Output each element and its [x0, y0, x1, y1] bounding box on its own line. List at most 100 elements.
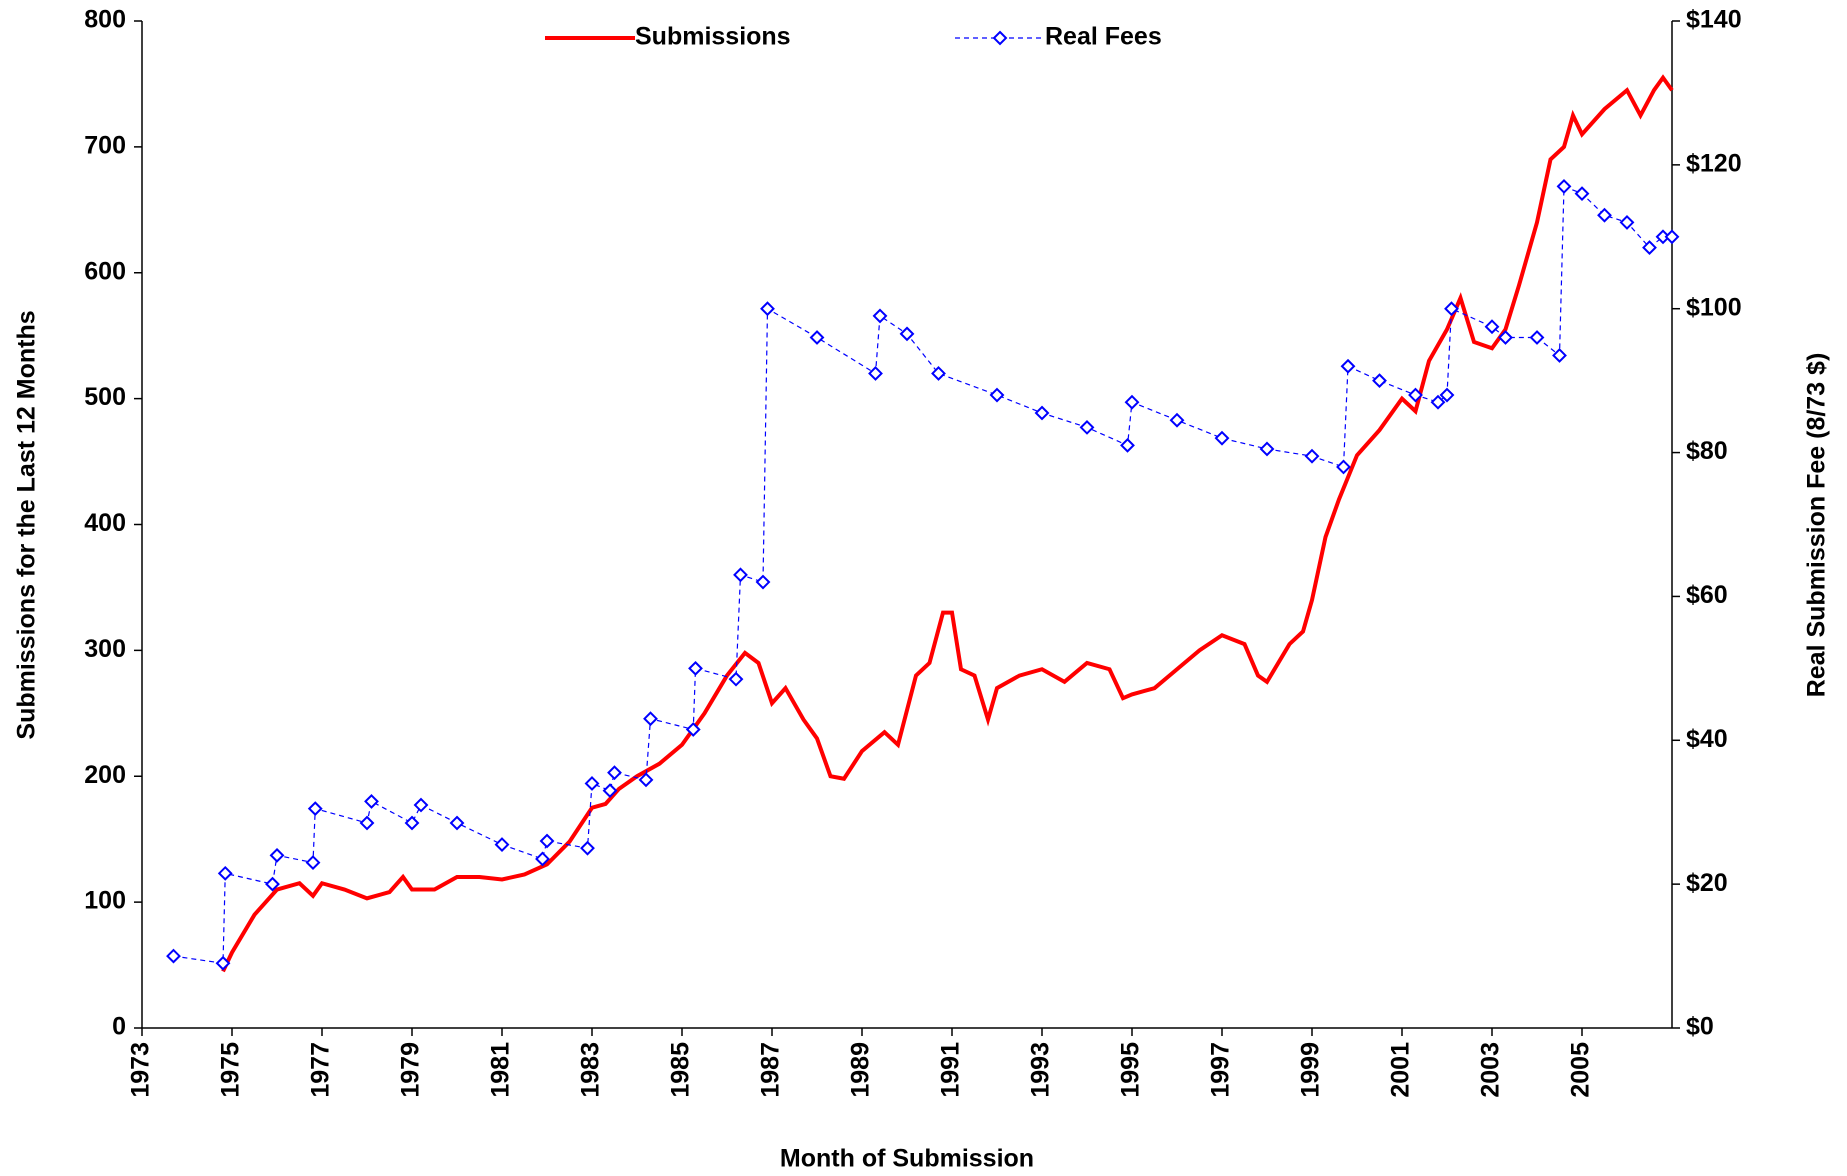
y-axis-title: Submissions for the Last 12 Months — [13, 310, 41, 739]
y-tick-label: 400 — [84, 509, 126, 537]
fee-marker — [899, 326, 915, 342]
x-tick-label: 1985 — [667, 1042, 695, 1098]
fee-marker — [1340, 358, 1356, 374]
fee-marker — [1304, 448, 1320, 464]
y-tick-label: 600 — [84, 257, 126, 285]
fee-marker — [305, 855, 321, 870]
y-tick-label: 200 — [84, 761, 126, 789]
fee-marker — [868, 366, 883, 381]
y2-tick-label: $60 — [1686, 581, 1728, 609]
series-line — [173, 185, 1672, 964]
fee-marker — [760, 301, 775, 317]
x-tick-label: 1999 — [1297, 1042, 1325, 1098]
fee-marker — [607, 765, 622, 781]
fee-marker — [755, 574, 771, 590]
x-tick-label: 2005 — [1567, 1042, 1595, 1098]
fee-marker — [931, 366, 946, 381]
fee-marker — [1574, 186, 1590, 202]
y-tick-label: 700 — [84, 131, 126, 159]
y2-axis-title: Real Submission Fee (8/73 $) — [1803, 353, 1831, 698]
fee-marker — [1498, 330, 1513, 345]
y-tick-label: 100 — [84, 887, 126, 915]
fee-marker — [1079, 419, 1095, 435]
fee-marker — [638, 772, 654, 788]
fee-marker — [1430, 394, 1446, 410]
x-tick-label: 1981 — [487, 1042, 515, 1098]
x-tick-label: 1989 — [847, 1042, 875, 1098]
y-tick-label: 300 — [84, 635, 126, 663]
fee-marker — [413, 797, 429, 813]
fee-marker — [733, 567, 748, 583]
y2-tick-label: $0 — [1686, 1013, 1714, 1041]
fee-marker — [539, 833, 555, 849]
fee-marker — [1529, 330, 1545, 345]
x-tick-label: 1979 — [397, 1042, 425, 1098]
fee-marker — [643, 711, 658, 727]
fee-marker — [1372, 373, 1387, 389]
x-tick-label: 1973 — [127, 1042, 155, 1098]
fee-marker — [1484, 319, 1500, 335]
y2-tick-label: $120 — [1686, 149, 1742, 177]
x-tick-label: 1975 — [217, 1042, 245, 1098]
y-tick-label: 0 — [112, 1013, 126, 1041]
fee-marker — [1664, 229, 1680, 245]
y2-tick-label: $40 — [1686, 725, 1728, 753]
fee-marker — [1124, 394, 1140, 410]
fee-marker — [1439, 387, 1455, 403]
x-tick-label: 2003 — [1477, 1042, 1505, 1098]
y2-tick-label: $20 — [1686, 869, 1728, 897]
series-line — [221, 74, 1674, 973]
fee-marker — [1034, 405, 1050, 421]
fee-marker — [1444, 301, 1459, 317]
fee-marker — [809, 330, 825, 345]
fee-marker — [215, 955, 231, 971]
fee-marker — [1259, 441, 1275, 457]
fee-marker — [166, 948, 181, 964]
x-tick-label: 1987 — [757, 1042, 785, 1098]
fee-marker — [688, 660, 703, 676]
fee-marker — [449, 815, 465, 831]
legend-label: Real Fees — [1045, 23, 1162, 51]
x-tick-label: 1983 — [577, 1042, 605, 1098]
fee-marker — [1169, 412, 1185, 428]
fee-marker — [872, 308, 888, 324]
y2-tick-label: $140 — [1686, 6, 1742, 34]
y2-tick-label: $100 — [1686, 293, 1742, 321]
fee-marker — [1214, 430, 1230, 446]
x-axis-title: Month of Submission — [780, 1145, 1034, 1173]
x-tick-label: 1993 — [1027, 1042, 1055, 1098]
y2-tick-label: $80 — [1686, 437, 1728, 465]
x-tick-label: 1995 — [1117, 1042, 1145, 1098]
x-tick-label: 1991 — [937, 1042, 965, 1098]
fee-marker — [404, 815, 420, 831]
fee-marker — [602, 783, 618, 799]
legend-marker — [992, 30, 1008, 46]
x-tick-label: 2001 — [1387, 1042, 1415, 1098]
x-tick-label: 1997 — [1207, 1042, 1235, 1098]
fee-marker — [364, 794, 379, 809]
fee-marker — [1336, 459, 1351, 475]
fee-marker — [685, 722, 701, 737]
fee-marker — [1619, 214, 1635, 230]
fee-marker — [265, 876, 280, 892]
y-tick-label: 500 — [84, 383, 126, 411]
fee-marker — [989, 387, 1005, 403]
fee-marker — [307, 801, 323, 817]
fee-marker — [269, 847, 285, 863]
fee-marker — [1552, 348, 1567, 363]
x-tick-label: 1977 — [307, 1042, 335, 1098]
fee-marker — [1597, 207, 1612, 223]
fee-marker — [1120, 437, 1135, 453]
fee-marker — [1556, 179, 1572, 194]
fee-marker — [535, 851, 550, 867]
legend-label: Submissions — [635, 23, 791, 51]
fee-marker — [1642, 240, 1657, 255]
fee-marker — [1408, 387, 1423, 403]
fee-marker — [494, 837, 510, 852]
fee-marker — [217, 865, 233, 881]
y-tick-label: 800 — [84, 6, 126, 34]
fee-marker — [580, 840, 595, 856]
fee-marker — [584, 776, 600, 791]
fee-marker — [359, 815, 375, 831]
